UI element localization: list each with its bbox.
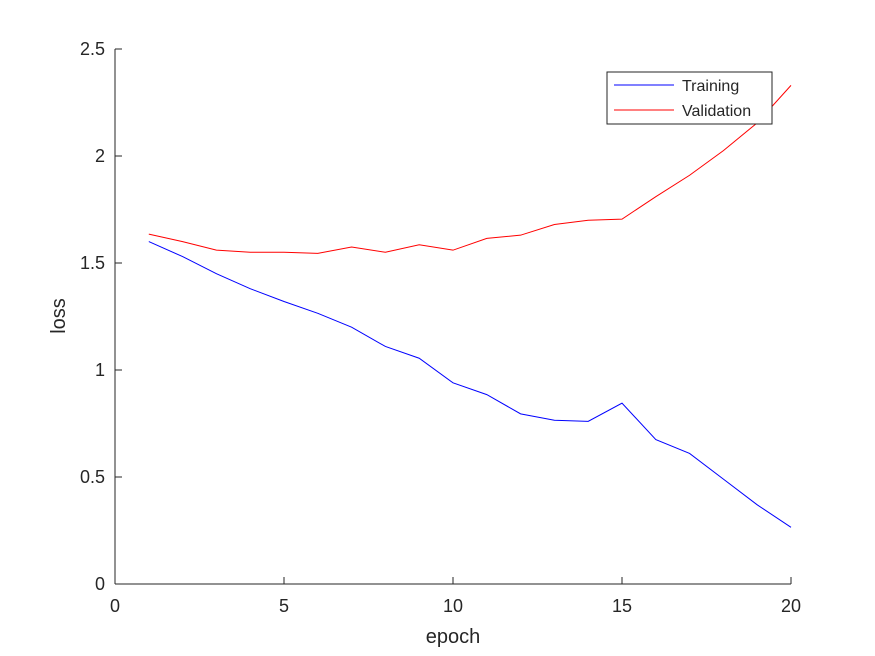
ticks: 0 5 10 15 20 0 0.5 1 1.5 2 2.5 — [80, 39, 801, 616]
legend-label-training: Training — [682, 78, 739, 95]
series-lines — [148, 85, 792, 528]
x-axis-label: epoch — [426, 626, 481, 648]
x-tick-label: 15 — [612, 596, 632, 616]
y-tick-label: 1 — [95, 360, 105, 380]
y-tick-label: 2.5 — [80, 39, 105, 59]
legend: Training Validation — [606, 71, 773, 125]
axes — [114, 49, 791, 585]
x-tick-label: 5 — [279, 596, 289, 616]
y-tick-label: 0.5 — [80, 467, 105, 487]
y-tick-label: 2 — [95, 146, 105, 166]
legend-box — [606, 71, 773, 125]
y-axis-label: loss — [48, 298, 70, 334]
y-tick-label: 1.5 — [80, 253, 105, 273]
x-tick-label: 20 — [781, 596, 801, 616]
x-tick-label: 10 — [443, 596, 463, 616]
legend-label-validation: Validation — [682, 103, 751, 120]
x-tick-label: 0 — [110, 596, 120, 616]
y-tick-label: 0 — [95, 574, 105, 594]
series-line-training — [148, 241, 792, 528]
series-line-validation — [148, 85, 792, 254]
